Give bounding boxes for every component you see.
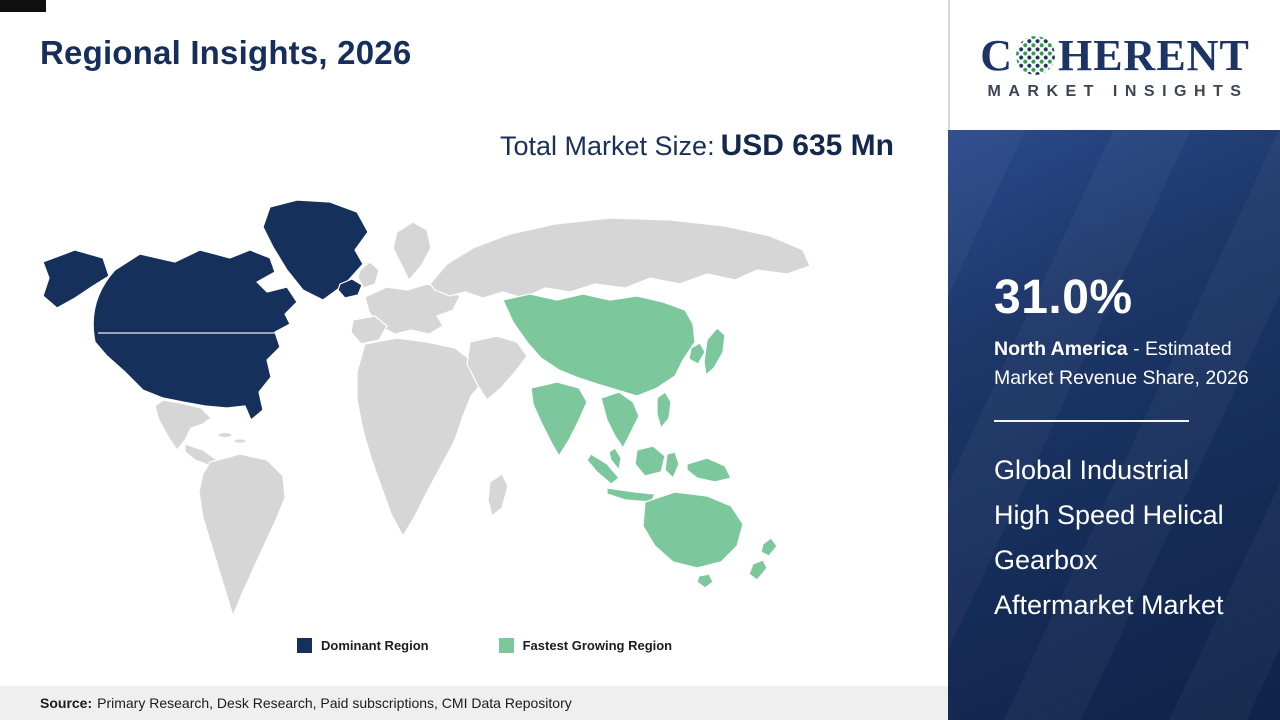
logo-subtitle: MARKET INSIGHTS — [987, 82, 1249, 100]
dominant-region-swatch — [297, 638, 312, 653]
map-legend: Dominant Region Fastest Growing Region — [297, 638, 672, 653]
panel-divider — [994, 419, 1189, 422]
market-name: Global Industrial High Speed Helical Gea… — [994, 454, 1224, 620]
source-text: Primary Research, Desk Research, Paid su… — [97, 695, 572, 711]
share-value: 31.0% — [994, 271, 1133, 324]
world-map-svg — [42, 199, 811, 617]
legend-item-fastest-growing: Fastest Growing Region — [498, 638, 673, 653]
dominant-region-label: Dominant Region — [321, 638, 429, 653]
world-map — [35, 192, 815, 622]
logo-area: C HERENT MARKET INSIGHTS — [948, 0, 1280, 130]
page-title: Regional Insights, 2026 — [40, 34, 412, 71]
fastest-growing-region-label: Fastest Growing Region — [522, 638, 673, 653]
stats-panel: 31.0% North America - Estimated Market R… — [948, 130, 1280, 720]
market-size-value: USD 635 Mn — [720, 129, 894, 162]
share-region: North America — [994, 338, 1128, 360]
coherent-logo: C HERENT — [980, 30, 1250, 80]
market-size-label: Total Market Size: — [500, 131, 715, 161]
region-north-america — [42, 199, 369, 421]
logo-text-c: C — [980, 30, 1013, 80]
share-description: North America - Estimated Market Revenue… — [994, 335, 1262, 393]
corner-mark — [0, 0, 46, 12]
right-sidebar: C HERENT MARKET INSIGHTS 31.0% — [948, 0, 1280, 720]
source-label: Source: — [40, 695, 93, 711]
fastest-growing-region-swatch — [498, 638, 514, 653]
legend-item-dominant: Dominant Region — [297, 638, 429, 653]
logo-text-herent: HERENT — [1057, 30, 1250, 80]
share-text: - Estimated Market Revenue Share, 2026 — [994, 338, 1249, 389]
total-market-size: Total Market Size: USD 635 Mn — [500, 124, 895, 168]
region-other — [154, 217, 811, 617]
source-bar: Source: Primary Research, Desk Research,… — [0, 686, 950, 720]
region-asia-pacific — [502, 293, 778, 589]
logo-globe-icon — [1015, 36, 1055, 75]
